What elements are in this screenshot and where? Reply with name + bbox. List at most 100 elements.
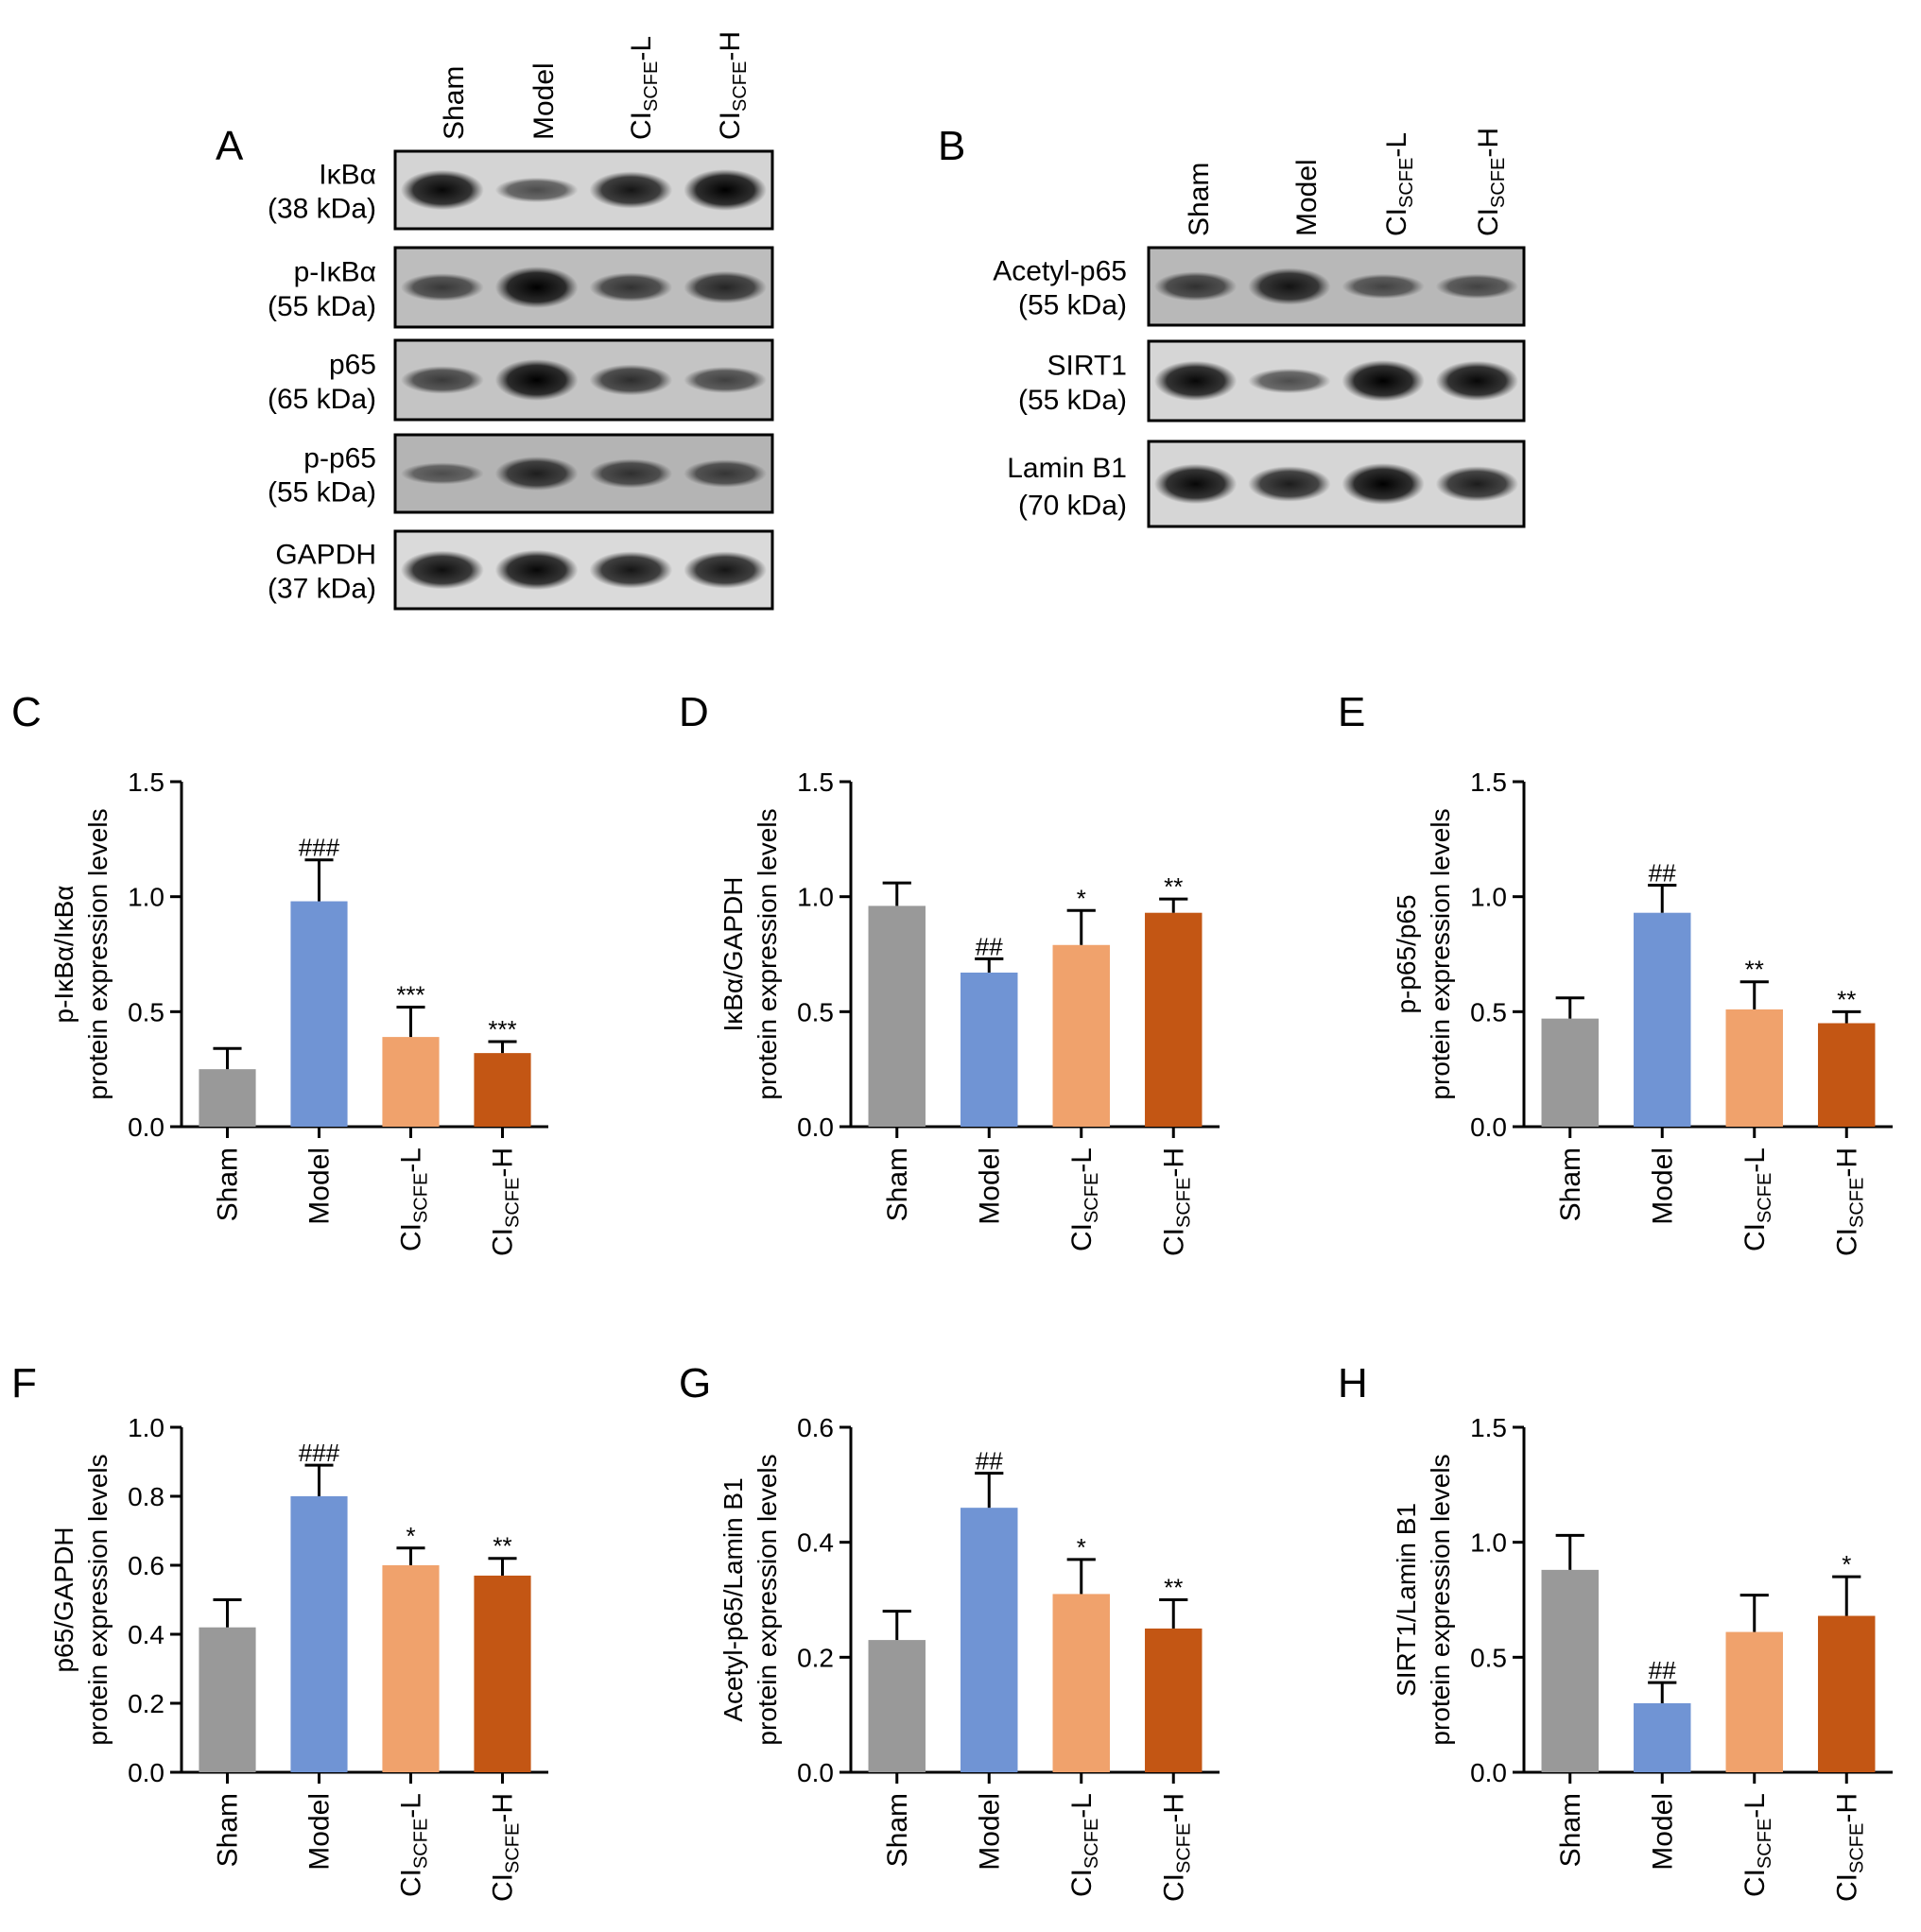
y-tick-label: 0.6 <box>797 1413 834 1442</box>
chart-F: F 0.0 0.2 0.4 0.6 0.8 1.0 p65/GAPDH protein expr… <box>11 1360 548 1902</box>
significance-label: ** <box>1164 872 1183 901</box>
bar <box>290 901 348 1127</box>
y-axis-label: p-p65/p65 <box>1392 894 1421 1013</box>
y-axis-label-2: protein expression levels <box>83 808 112 1099</box>
y-tick-label: 0.5 <box>1470 1643 1507 1672</box>
lane-label: CISCFE-L <box>626 36 662 140</box>
protein-weight: (65 kDa) <box>268 384 376 415</box>
protein-weight: (37 kDa) <box>268 574 376 605</box>
blot-row: p65 (65 kDa) <box>268 338 774 422</box>
y-tick-label: 0.0 <box>128 1758 164 1787</box>
lane-label: CISCFE-H <box>1473 128 1509 236</box>
blot-band <box>1341 360 1425 402</box>
significance-label: ## <box>976 932 1003 960</box>
blot-band <box>589 171 673 209</box>
y-tick-label: 0.4 <box>128 1620 164 1649</box>
blot-band <box>494 549 579 591</box>
x-tick-label: Model <box>974 1147 1005 1225</box>
bar <box>960 1508 1018 1772</box>
panel-label: C <box>11 689 42 735</box>
bar <box>199 1627 256 1772</box>
blot-band <box>684 169 768 211</box>
blot-band <box>1341 273 1425 300</box>
bar <box>868 1640 926 1772</box>
bar <box>1818 1023 1876 1127</box>
y-tick-label: 1.0 <box>797 883 834 912</box>
y-axis-label-2: protein expression levels <box>1426 808 1455 1099</box>
panel-label: H <box>1338 1360 1368 1406</box>
x-tick-label: CISCFE-L <box>396 1793 432 1897</box>
protein-name: p-p65 <box>303 442 376 474</box>
blot-band <box>494 267 579 308</box>
y-tick-label: 1.5 <box>797 768 834 797</box>
significance-label: ## <box>1649 859 1676 888</box>
blot-panel-B: B Sham Model CISCFE-L CISCFE-H Acetyl-p65 (55 … <box>938 123 1526 528</box>
bar <box>1541 1569 1599 1772</box>
protein-name: GAPDH <box>275 539 376 570</box>
x-tick-label: CISCFE-H <box>488 1793 524 1902</box>
blot-band <box>1153 463 1237 505</box>
y-tick-label: 0.5 <box>128 997 164 1026</box>
y-axis-label-2: protein expression levels <box>753 808 782 1099</box>
significance-label: ** <box>1164 1574 1183 1602</box>
x-tick-label: Model <box>974 1793 1005 1871</box>
y-tick-label: 0.0 <box>1470 1758 1507 1787</box>
x-tick-label: CISCFE-L <box>396 1147 432 1251</box>
y-axis-label: p65/GAPDH <box>49 1527 78 1672</box>
panel-label: E <box>1338 689 1365 735</box>
panel-label: G <box>679 1360 711 1406</box>
y-tick-label: 0.5 <box>1470 997 1507 1026</box>
significance-label: * <box>406 1522 415 1550</box>
bar <box>960 972 1018 1127</box>
chart-H: H 0.0 0.5 1.0 1.5 SIRT1/Lamin B1 protein expre… <box>1338 1360 1893 1902</box>
blot-band <box>684 367 768 393</box>
blot-band <box>684 551 768 589</box>
bar <box>1725 1631 1783 1772</box>
protein-name: Lamin B1 <box>1007 453 1127 484</box>
panel-label: B <box>938 123 965 169</box>
protein-weight: (55 kDa) <box>268 477 376 509</box>
blot-band <box>494 457 579 491</box>
blot-band <box>1435 466 1519 502</box>
protein-weight: (55 kDa) <box>1018 290 1127 321</box>
blot-band <box>1435 273 1519 300</box>
significance-label: ## <box>976 1447 1003 1475</box>
significance-label: ** <box>493 1532 511 1561</box>
blot-band <box>1153 271 1237 302</box>
protein-name: IκBα <box>319 159 376 190</box>
y-tick-label: 1.0 <box>1470 883 1507 912</box>
y-axis-label: p-IκBα/IκBα <box>49 886 78 1024</box>
y-tick-label: 0.0 <box>797 1113 834 1142</box>
bar <box>474 1575 531 1772</box>
blot-row: SIRT1 (55 kDa) <box>1018 339 1526 423</box>
significance-label: ** <box>1745 956 1764 984</box>
x-tick-label: CISCFE-H <box>1831 1793 1867 1902</box>
x-tick-label: Sham <box>882 1147 913 1221</box>
significance-label: ### <box>299 834 340 862</box>
x-tick-label: Model <box>1647 1793 1678 1871</box>
x-tick-label: CISCFE-L <box>1066 1793 1102 1897</box>
y-axis-label-2: protein expression levels <box>753 1454 782 1745</box>
protein-weight: (55 kDa) <box>1018 385 1127 416</box>
blot-band <box>589 364 673 396</box>
bar <box>1634 1703 1691 1772</box>
bar <box>1052 944 1110 1127</box>
blot-band <box>494 177 579 203</box>
protein-name: p65 <box>329 349 376 380</box>
x-tick-label: Model <box>304 1793 336 1871</box>
y-tick-label: 0.2 <box>128 1689 164 1718</box>
blot-row: Acetyl-p65 (55 kDa) <box>993 246 1526 327</box>
y-tick-label: 1.5 <box>1470 1413 1507 1442</box>
y-tick-label: 1.5 <box>1470 768 1507 797</box>
blot-band <box>400 169 484 211</box>
blot-row: p-IκBα (55 kDa) <box>268 246 774 329</box>
bar <box>382 1037 440 1127</box>
protein-weight: (55 kDa) <box>268 291 376 322</box>
y-axis-label: Acetyl-p65/Lamin B1 <box>718 1477 748 1721</box>
blot-band <box>684 459 768 488</box>
bar <box>290 1496 348 1772</box>
bar <box>382 1565 440 1772</box>
significance-label: * <box>1077 884 1086 912</box>
blot-band <box>1153 360 1237 402</box>
